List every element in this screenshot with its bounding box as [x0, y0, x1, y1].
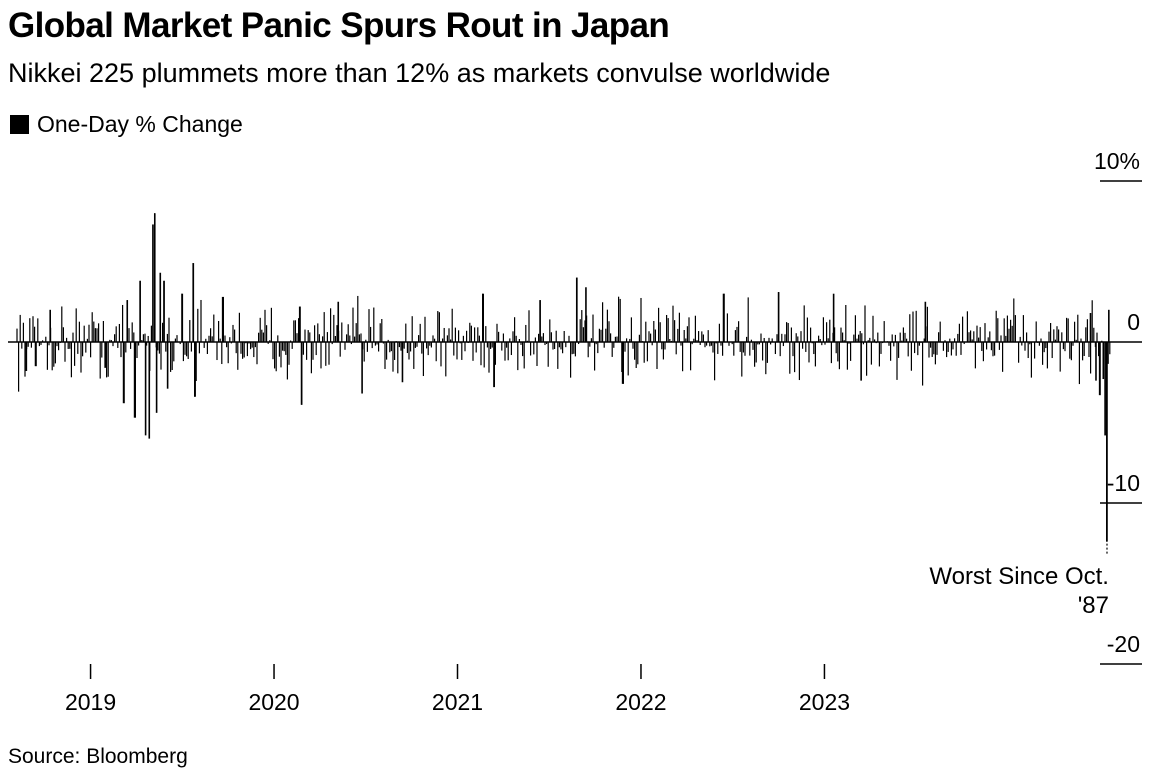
annotation-line-0: Worst Since Oct.	[929, 563, 1109, 590]
legend: One-Day % Change	[10, 111, 243, 138]
source-note: Source: Bloomberg	[8, 745, 188, 768]
y-tick-label-1: 0	[1127, 309, 1140, 335]
y-tick-label-2: -10	[1107, 470, 1140, 496]
y-tick-label-3: -20	[1107, 631, 1140, 657]
x-tick-label-3: 2022	[615, 689, 666, 715]
annotation-line-1: '87	[1078, 592, 1109, 619]
y-tick-label-0: 10%	[1094, 148, 1140, 174]
x-tick-label-4: 2023	[799, 689, 850, 715]
chart-subtitle: Nikkei 225 plummets more than 12% as mar…	[8, 58, 831, 88]
legend-label: One-Day % Change	[37, 111, 243, 137]
x-tick-label-2: 2021	[432, 689, 483, 715]
legend-swatch	[10, 115, 29, 134]
x-tick-label-0: 2019	[65, 689, 116, 715]
x-tick-label-1: 2020	[248, 689, 299, 715]
chart-title: Global Market Panic Spurs Rout in Japan	[8, 6, 670, 45]
